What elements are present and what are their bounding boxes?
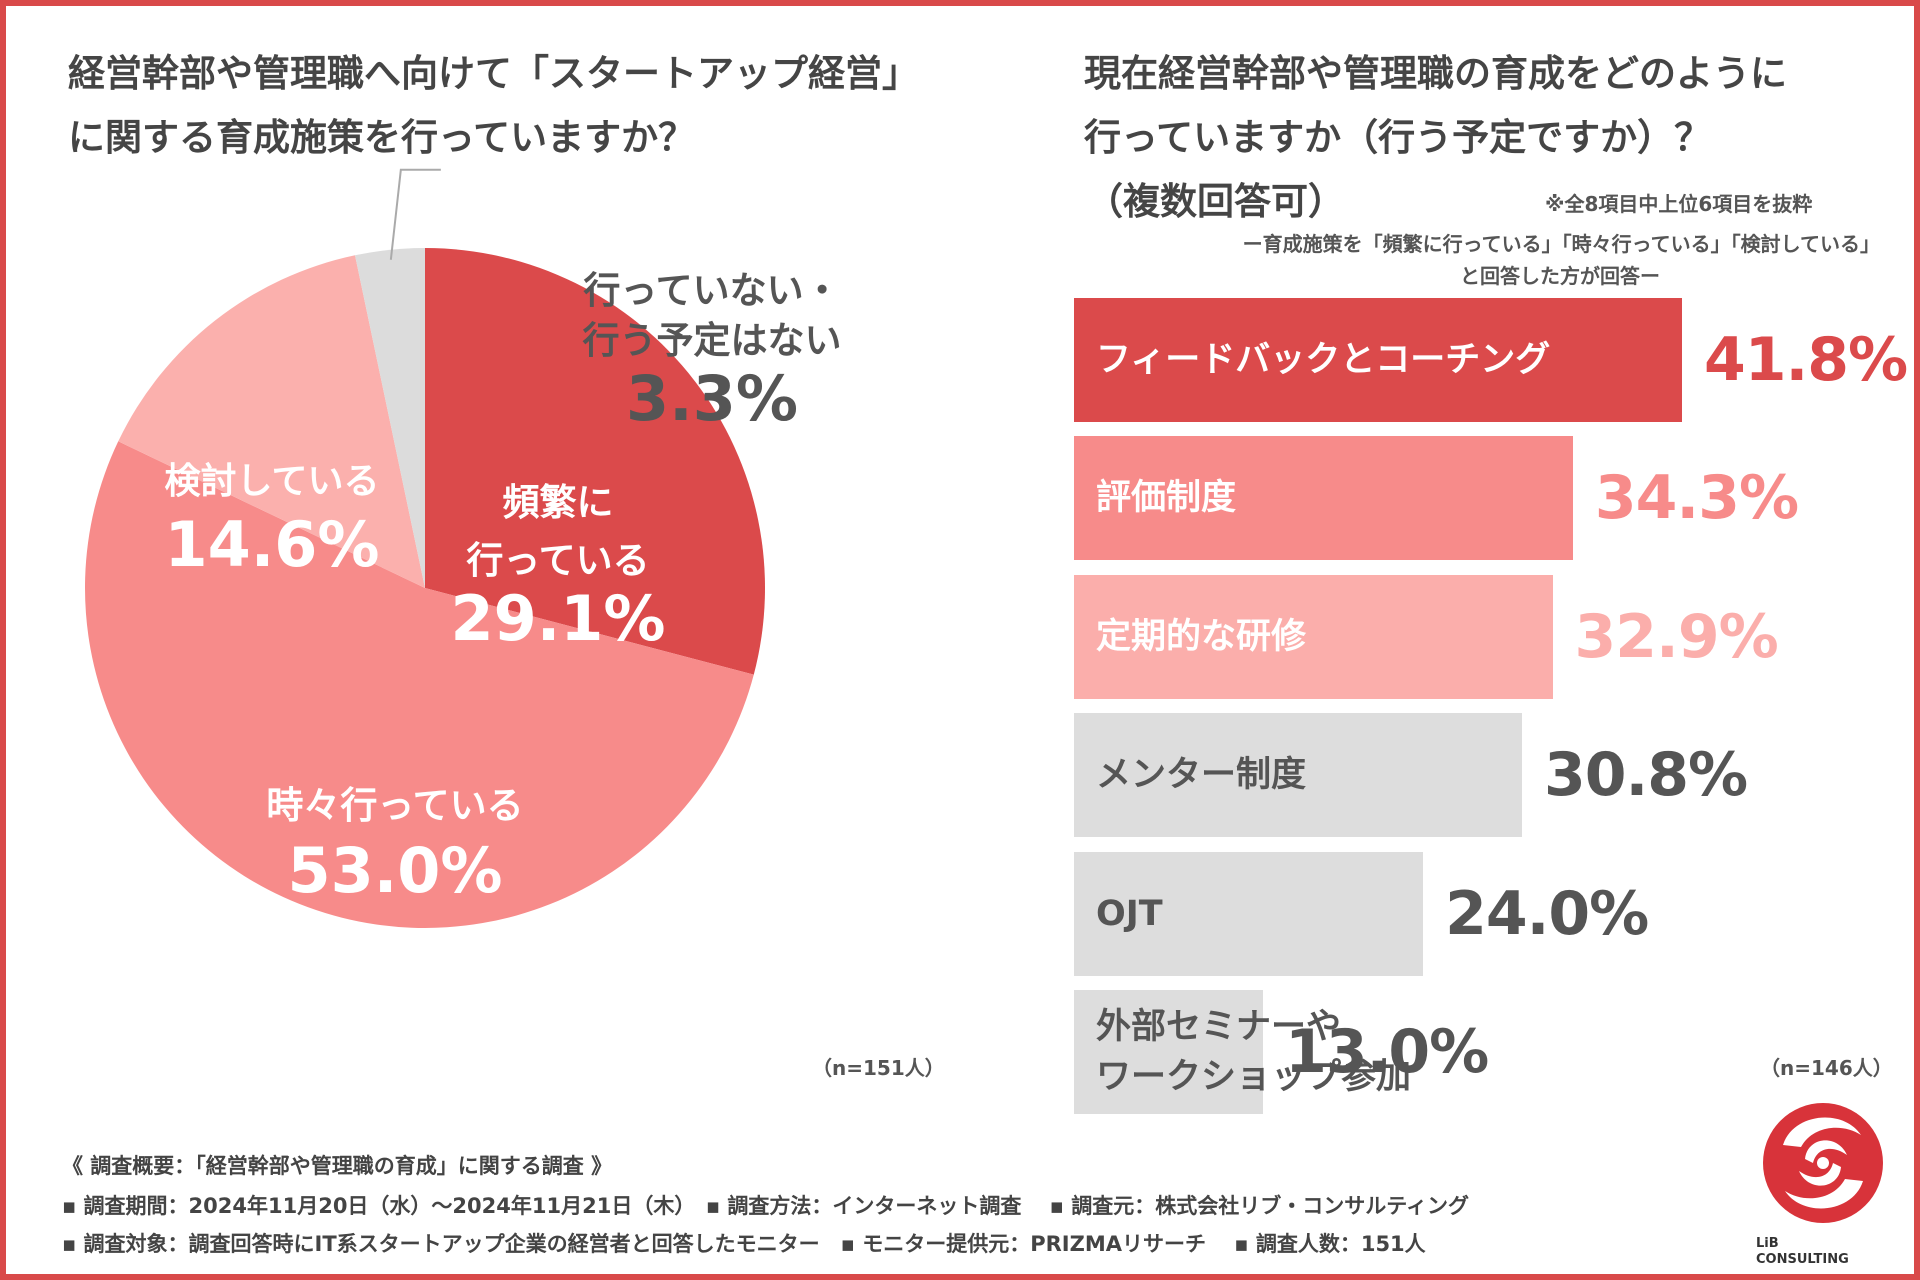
- left-sample-size: （n=151人）: [812, 1056, 945, 1080]
- pie-leader-line: [389, 168, 441, 260]
- pie-label-4-line2: 行う予定はない: [583, 319, 842, 362]
- bar-5: [1074, 851, 1424, 976]
- logo-line2: CONSULTING: [1756, 1252, 1849, 1267]
- lib-consulting-logo-icon: [1763, 1103, 1883, 1223]
- footer-survey-period: ▪ 調査期間：2024年11月20日（水）〜2024年11月21日（木） ▪ 調…: [62, 1194, 1469, 1218]
- pie-slice-4: [355, 248, 425, 588]
- bar-value-3: 32.9%: [1574, 601, 1779, 672]
- pie-value-1: 29.1%: [450, 582, 665, 655]
- right-chart-title: 現在経営幹部や管理職の育成をどのように 行っていますか（行う予定ですか）？ （複…: [1084, 42, 1884, 234]
- pie-label-4-line1: 行っていない・: [583, 269, 840, 312]
- bar-label-3-line1: 定期的な研修: [1096, 616, 1307, 657]
- bar-1: [1074, 298, 1682, 422]
- bar-label-2: 評価制度: [1096, 473, 1236, 523]
- bar-value-4: 30.8%: [1544, 740, 1748, 811]
- pie-slice-3: [118, 255, 426, 589]
- pie-label-2-line1: 時々行っている: [266, 784, 523, 827]
- bar-value-6: 13.0%: [1285, 1017, 1489, 1087]
- footer-survey-title: 《 調査概要：「経営幹部や管理職の育成」に関する調査 》: [62, 1154, 613, 1178]
- right-title-line2: 行っていますか（行う予定ですか）？: [1084, 116, 1712, 159]
- bar-label-6-line1: 外部セミナーや: [1096, 1007, 1342, 1047]
- bar-2: [1074, 436, 1573, 561]
- bar-label-2-line1: 評価制度: [1096, 478, 1237, 519]
- bar-label-5: OJT: [1096, 889, 1163, 939]
- pie-value-2: 53.0%: [287, 834, 502, 907]
- pie-label-3-line1: 検討している: [165, 461, 380, 502]
- bar-label-5-line1: OJT: [1096, 893, 1163, 934]
- right-title-line3: （複数回答可）: [1086, 180, 1345, 223]
- bar-value-1: 41.8%: [1704, 325, 1908, 395]
- left-title-line2: に関する育成施策を行っていますか？: [68, 116, 696, 159]
- bar-label-4-line1: メンター制度: [1096, 755, 1307, 796]
- left-chart-title: 経営幹部や管理職へ向けて「スタートアップ経営」 に関する育成施策を行っていますか…: [68, 42, 988, 170]
- bar-value-5: 24.0%: [1445, 878, 1649, 949]
- condition-note-line2: と回答した方が回答ー: [1460, 264, 1660, 288]
- bar-label-6-line2: ワークショップ参加: [1096, 1057, 1412, 1097]
- logo-text: LiB CONSULTING: [1756, 1236, 1892, 1268]
- right-sample-size: （n=146人）: [1760, 1056, 1893, 1080]
- condition-note-line1: ー育成施策を「頻繁に行っている」「時々行っている」「検討している」: [1242, 232, 1880, 256]
- bar-label-6: 外部セミナーやワークショップ参加: [1096, 1002, 1411, 1102]
- bar-6: [1074, 990, 1264, 1114]
- bar-value-2: 34.3%: [1594, 463, 1799, 534]
- footer-survey-target: ▪ 調査対象：調査回答時にIT系スタートアップ企業の経営者と回答したモニター ▪…: [62, 1232, 1426, 1256]
- pie-slice-1: [425, 248, 765, 675]
- pie-label-1-line2: 行っている: [466, 539, 649, 582]
- bar-3: [1074, 574, 1553, 699]
- pie-label-1-line1: 頻繁に: [503, 481, 614, 524]
- bar-label-1-line1: フィードバックとコーチング: [1096, 340, 1551, 380]
- bar-label-3: 定期的な研修: [1096, 612, 1306, 662]
- excerpt-note: ※全8項目中上位6項目を抜粋: [1545, 192, 1813, 216]
- left-title-line1: 経営幹部や管理職へ向けて「スタートアップ経営」: [68, 52, 919, 95]
- bar-label-4: メンター制度: [1096, 750, 1306, 800]
- pie-slice-2: [85, 441, 754, 928]
- pie-value-3: 14.6%: [164, 508, 379, 581]
- right-title-line1: 現在経営幹部や管理職の育成をどのように: [1084, 52, 1787, 95]
- bar-4: [1074, 713, 1522, 838]
- bar-label-1: フィードバックとコーチング: [1096, 335, 1550, 385]
- pie-value-4: 3.3%: [626, 362, 798, 435]
- logo-line1: LiB: [1756, 1236, 1779, 1251]
